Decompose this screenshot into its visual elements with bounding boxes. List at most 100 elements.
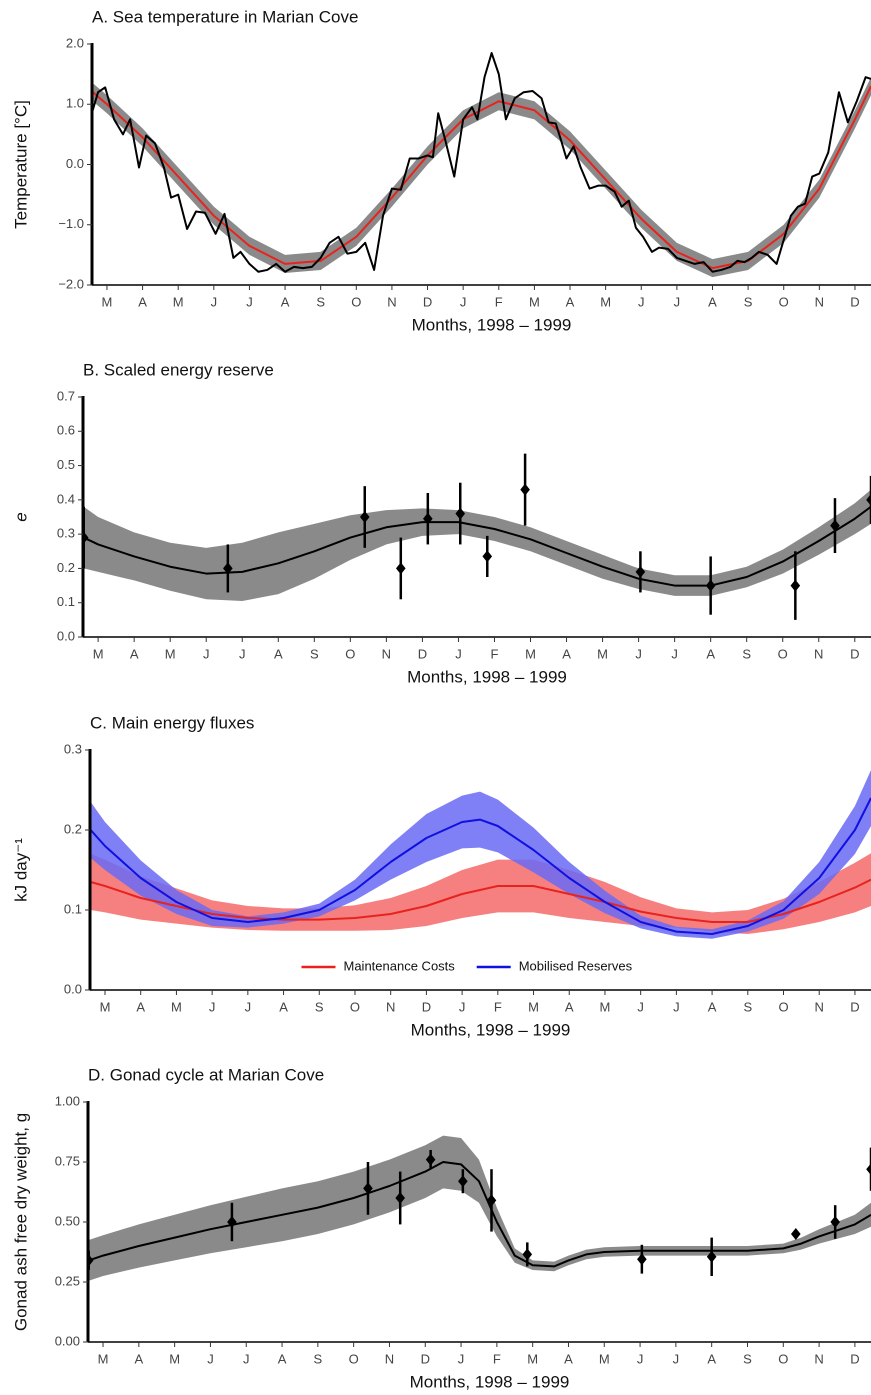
x-tick-label: O (345, 646, 355, 661)
x-tick-label: N (385, 1351, 394, 1366)
x-tick-label: M (525, 646, 536, 661)
x-tick-label: F (494, 999, 502, 1014)
point (830, 519, 840, 532)
x-tick-label: N (386, 999, 395, 1014)
x-tick-label: D (850, 646, 859, 661)
x-tick-label: S (314, 1351, 323, 1366)
y-tick-label: 0.5 (57, 457, 75, 472)
x-tick-label: A (274, 646, 283, 661)
point (458, 1175, 468, 1188)
x-tick-label: M (173, 294, 184, 309)
x-tick-label: J (458, 1351, 465, 1366)
point (363, 1182, 373, 1195)
y-tick-label: 0.3 (57, 526, 75, 541)
plot-area (88, 1135, 871, 1281)
point (522, 1248, 533, 1261)
band (88, 1135, 871, 1281)
x-axis-label: Months, 1998 – 1999 (412, 315, 572, 334)
x-tick-label: M (597, 646, 608, 661)
x-tick-label: M (171, 999, 182, 1014)
x-tick-label: S (743, 999, 752, 1014)
x-tick-label: S (310, 646, 319, 661)
x-tick-label: J (207, 1351, 214, 1366)
y-tick-label: 0.50 (55, 1213, 80, 1228)
x-tick-label: A (279, 999, 288, 1014)
x-tick-label: A (281, 294, 290, 309)
x-tick-label: J (243, 1351, 250, 1366)
x-tick-label: N (382, 646, 391, 661)
x-tick-label: M (599, 1351, 610, 1366)
x-tick-label: N (814, 1351, 823, 1366)
point (486, 1194, 497, 1207)
y-tick-label: 1.0 (66, 96, 84, 111)
x-tick-label: S (744, 294, 753, 309)
y-tick-label: 0.2 (57, 560, 75, 575)
x-tick-label: J (637, 999, 644, 1014)
x-tick-label: A (135, 1351, 144, 1366)
band (90, 770, 871, 939)
y-tick-label: 0.1 (64, 901, 82, 916)
x-tick-label: M (100, 999, 111, 1014)
point (455, 507, 466, 520)
x-tick-label: A (708, 294, 717, 309)
x-tick-label: M (527, 1351, 538, 1366)
x-tick-label: M (93, 646, 104, 661)
x-tick-label: A (564, 1351, 573, 1366)
legend-label: Mobilised Reserves (519, 958, 633, 973)
x-tick-label: M (98, 1351, 109, 1366)
x-tick-label: M (102, 294, 113, 309)
y-tick-label: 0.25 (55, 1273, 80, 1288)
point (395, 562, 406, 575)
x-tick-label: A (565, 999, 574, 1014)
line (83, 505, 871, 587)
x-tick-label: S (315, 999, 324, 1014)
panel-title: C. Main energy fluxes (90, 713, 254, 732)
point (395, 1192, 405, 1204)
x-tick-label: N (815, 999, 824, 1014)
x-tick-label: O (778, 1351, 788, 1366)
x-tick-label: D (850, 999, 859, 1014)
x-axis-label: Months, 1998 – 1999 (410, 1372, 570, 1391)
y-tick-label: 0.6 (57, 423, 75, 438)
x-tick-label: J (673, 1351, 680, 1366)
panel-title: D. Gonad cycle at Marian Cove (88, 1065, 324, 1084)
line (90, 878, 871, 923)
point (706, 1250, 717, 1263)
x-tick-label: A (136, 999, 145, 1014)
y-tick-label: 0.2 (64, 821, 82, 836)
y-tick-label: 0.1 (57, 594, 75, 609)
x-tick-label: N (814, 646, 823, 661)
x-tick-label: F (493, 1351, 501, 1366)
x-tick-label: A (707, 1351, 716, 1366)
x-tick-label: J (460, 294, 467, 309)
y-axis-label: kJ day⁻¹ (11, 838, 30, 902)
x-tick-label: J (459, 999, 466, 1014)
x-tick-label: J (239, 646, 246, 661)
x-tick-label: O (349, 1351, 359, 1366)
y-tick-label: 0.0 (66, 156, 84, 171)
panel: A. Sea temperature in Marian Cove −2.0 −1.… (11, 7, 871, 334)
panel: C. Main energy fluxes 0.0 0.1 0.2 0.3 M A M J J A S… (11, 713, 871, 1039)
x-axis-label: Months, 1998 – 1999 (407, 667, 567, 686)
y-tick-label: 1.00 (55, 1093, 80, 1108)
panel: B. Scaled energy reserve 0.0 0.1 0.2 0.3 0.4 0… (11, 360, 871, 686)
y-tick-label: 0.7 (57, 388, 75, 403)
x-tick-label: S (742, 646, 751, 661)
x-tick-label: J (455, 646, 462, 661)
point (635, 565, 646, 578)
y-axis-label: Gonad ash free dry weight, g (11, 1113, 30, 1331)
point (637, 1253, 647, 1266)
point (482, 550, 493, 563)
y-tick-label: 0.0 (57, 628, 75, 643)
x-tick-label: M (600, 294, 611, 309)
x-tick-label: D (423, 294, 432, 309)
x-tick-label: J (674, 294, 681, 309)
point (223, 562, 233, 575)
x-tick-label: N (387, 294, 396, 309)
legend-label: Maintenance Costs (344, 958, 456, 973)
plot-area (90, 770, 871, 939)
x-tick-label: A (130, 646, 139, 661)
y-axis-label: Temperature [°C] (11, 100, 30, 229)
plot-area (92, 52, 871, 278)
panel-title: A. Sea temperature in Marian Cove (92, 7, 358, 26)
